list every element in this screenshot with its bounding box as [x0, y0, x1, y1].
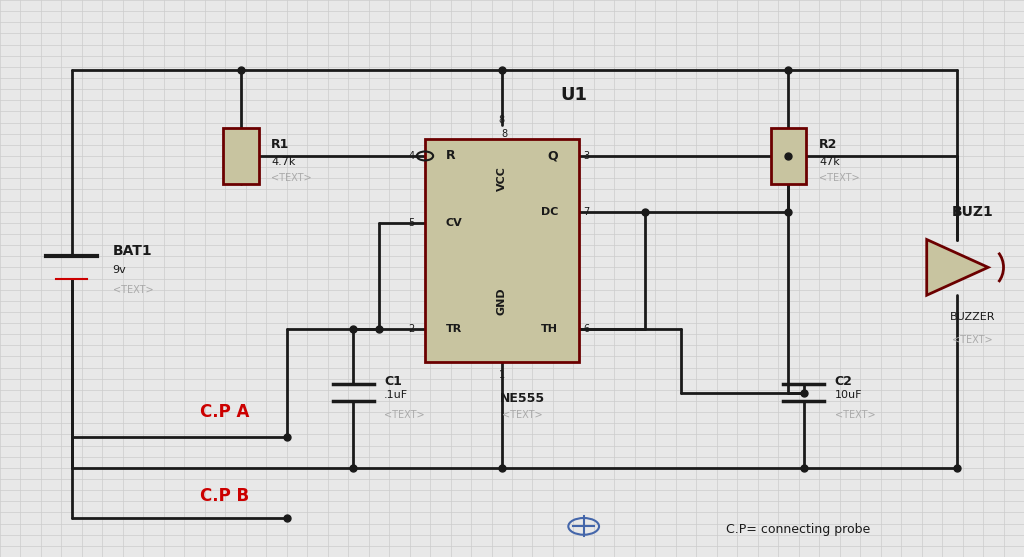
Text: <TEXT>: <TEXT>	[113, 285, 154, 295]
Text: C.P A: C.P A	[200, 403, 249, 421]
Text: 6: 6	[584, 324, 590, 334]
Text: BUZZER: BUZZER	[950, 312, 995, 323]
Text: DC: DC	[541, 207, 558, 217]
Bar	[771, 128, 807, 184]
Text: 4.7k: 4.7k	[271, 157, 296, 167]
Text: C.P B: C.P B	[200, 487, 249, 505]
Text: 8: 8	[502, 129, 508, 139]
Text: VCC: VCC	[497, 166, 507, 190]
Text: C.P= connecting probe: C.P= connecting probe	[726, 522, 870, 536]
Text: <TEXT>: <TEXT>	[835, 410, 876, 420]
Text: 3: 3	[584, 151, 590, 161]
Text: .1uF: .1uF	[384, 390, 409, 400]
Text: <TEXT>: <TEXT>	[819, 173, 860, 183]
Text: TH: TH	[541, 324, 558, 334]
Text: U1: U1	[560, 86, 587, 104]
Text: TR: TR	[445, 324, 462, 334]
Text: <TEXT>: <TEXT>	[952, 335, 993, 345]
Text: R1: R1	[271, 138, 290, 152]
Text: C2: C2	[835, 375, 852, 388]
Text: R2: R2	[819, 138, 838, 152]
Text: NE555: NE555	[500, 392, 545, 405]
Text: <TEXT>: <TEXT>	[271, 173, 312, 183]
Bar	[222, 128, 258, 184]
Text: 2: 2	[409, 324, 415, 334]
Text: 4: 4	[409, 151, 415, 161]
Text: 1: 1	[499, 370, 505, 380]
Polygon shape	[927, 240, 988, 295]
Text: 10uF: 10uF	[835, 390, 862, 400]
Text: Q: Q	[548, 149, 558, 163]
Text: 7: 7	[584, 207, 590, 217]
Text: BAT1: BAT1	[113, 243, 153, 258]
Text: CV: CV	[445, 218, 462, 228]
FancyBboxPatch shape	[425, 139, 579, 362]
Text: 5: 5	[409, 218, 415, 228]
Text: 47k: 47k	[819, 157, 840, 167]
Text: R: R	[445, 149, 455, 163]
Text: 9v: 9v	[113, 265, 126, 275]
Text: 8: 8	[499, 115, 505, 125]
Text: GND: GND	[497, 287, 507, 315]
Text: C1: C1	[384, 375, 401, 388]
Text: <TEXT>: <TEXT>	[502, 410, 543, 420]
Text: <TEXT>: <TEXT>	[384, 410, 425, 420]
Text: BUZ1: BUZ1	[952, 204, 993, 219]
